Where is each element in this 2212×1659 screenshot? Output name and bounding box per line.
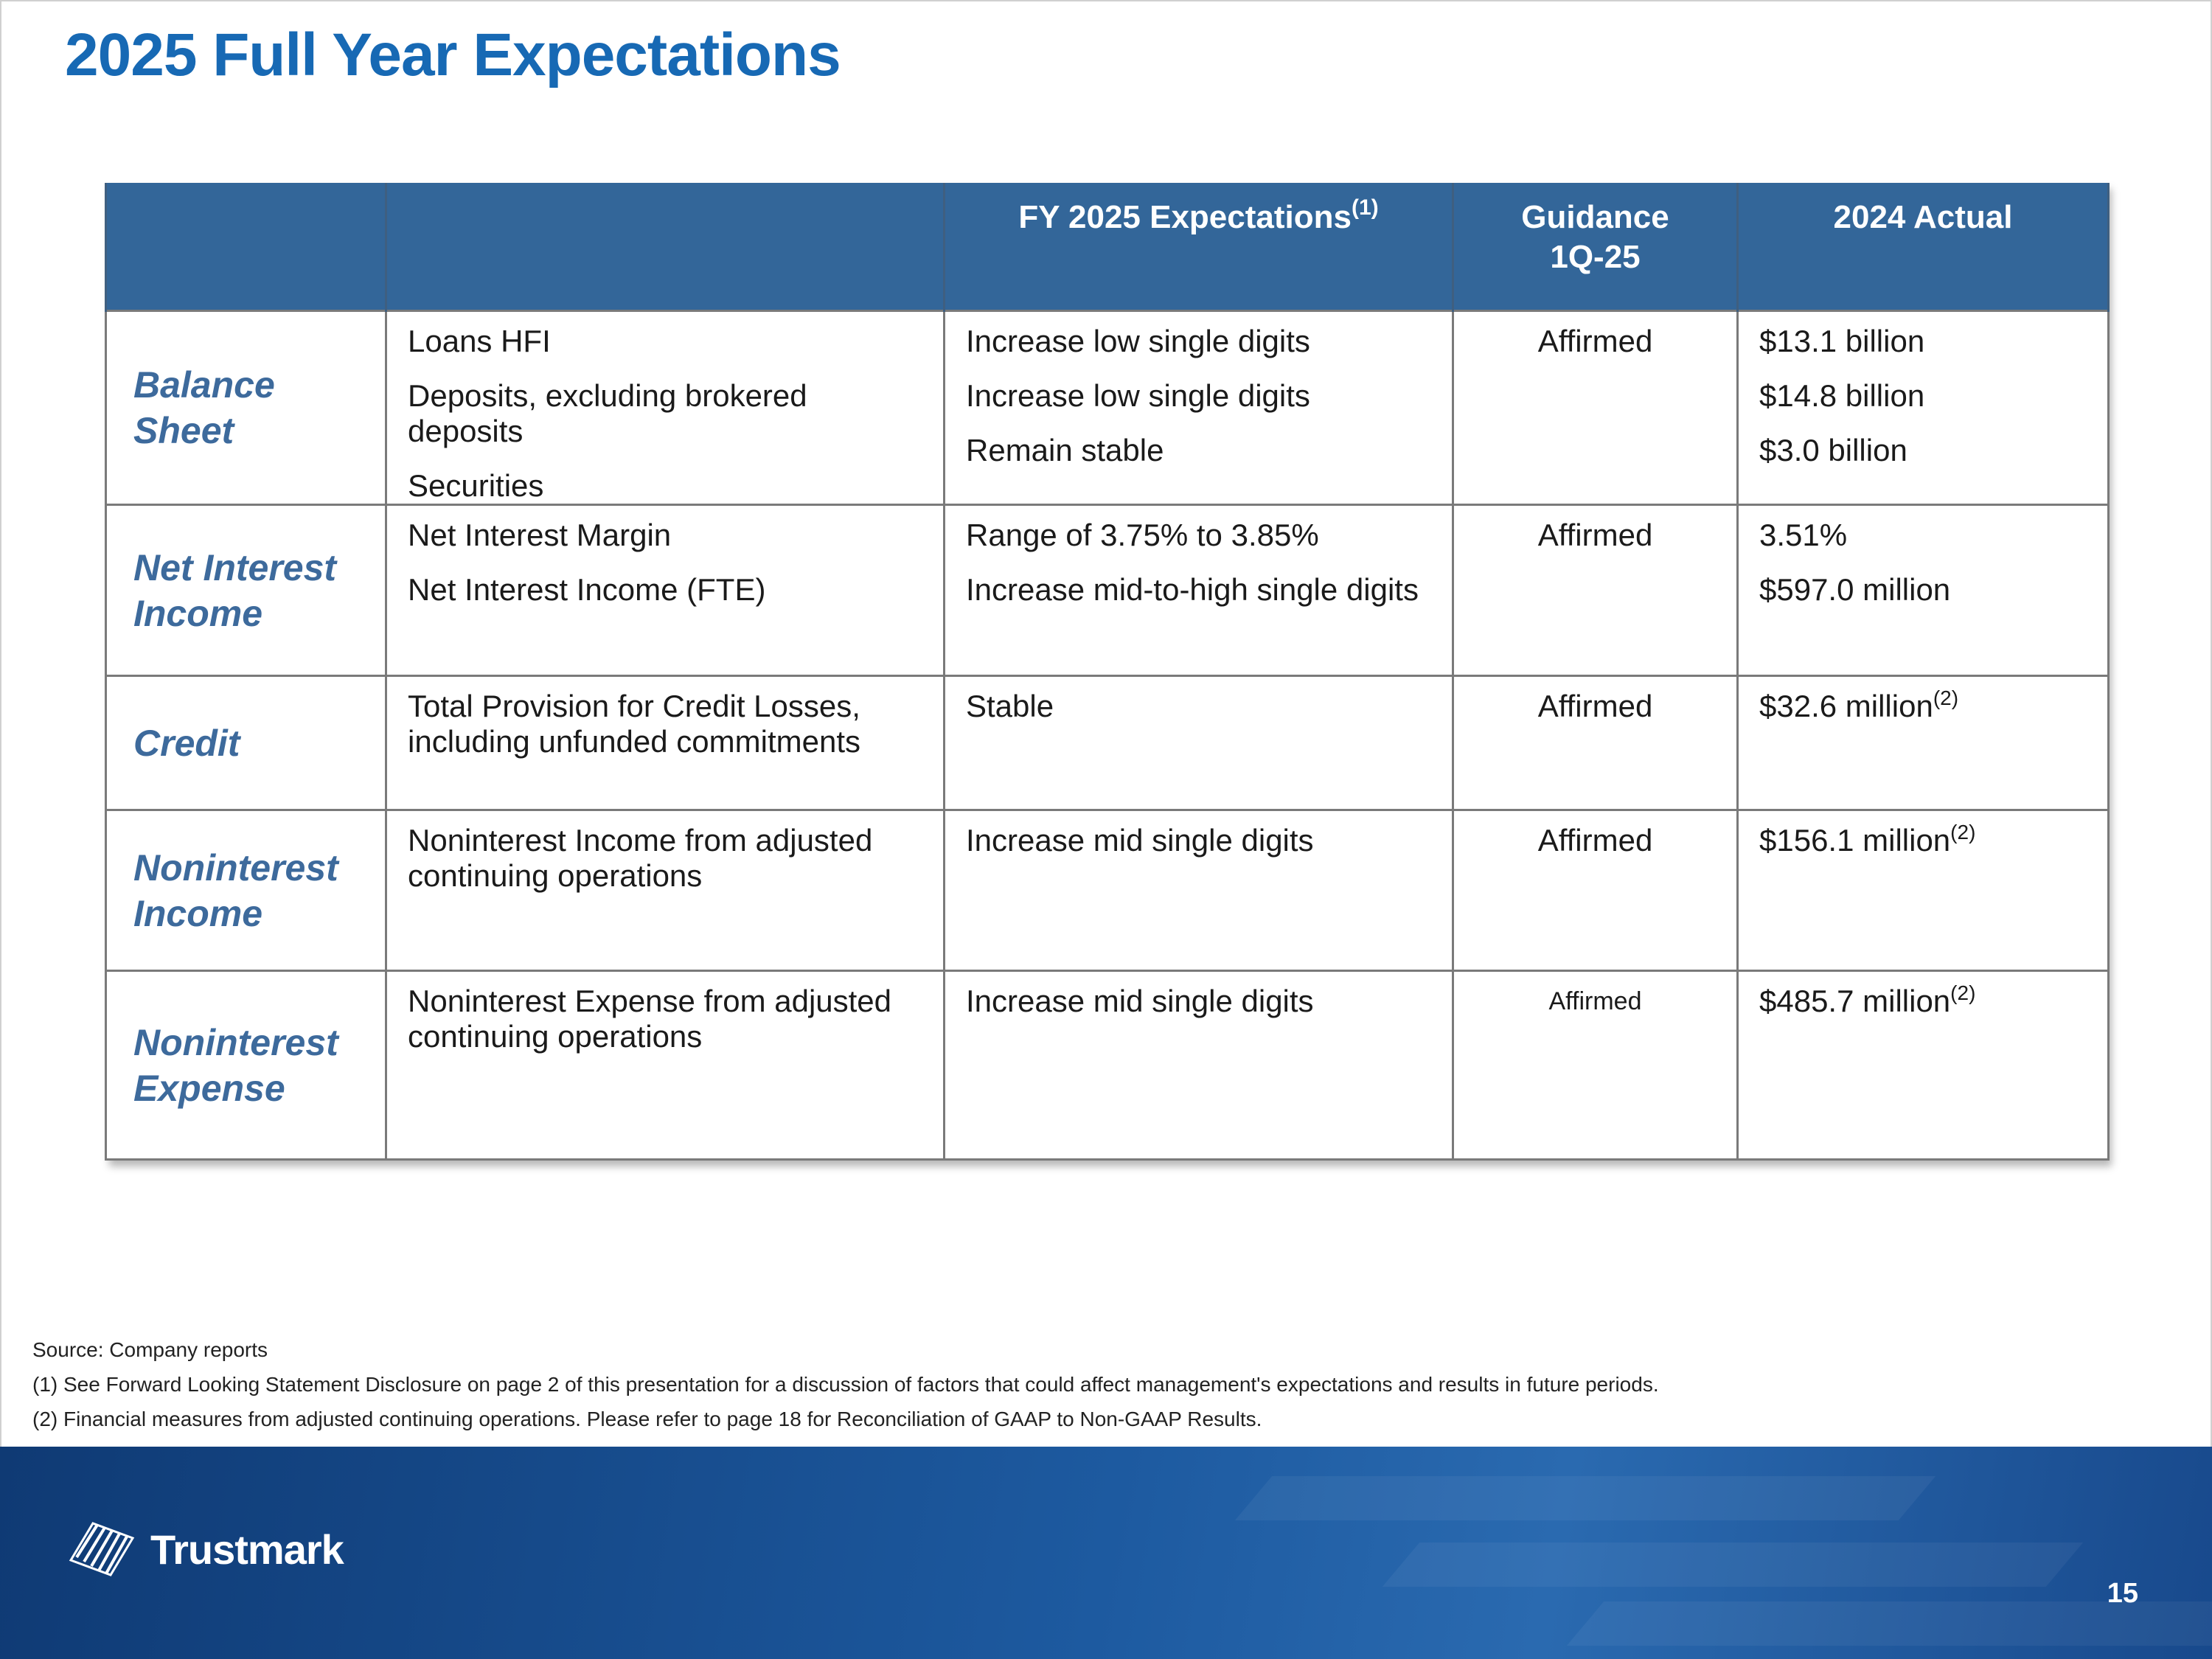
expectation-item: Increase mid-to-high single digits <box>966 572 1419 607</box>
actual-item: $597.0 million <box>1759 572 1951 607</box>
footnote-2: (2) Financial measures from adjusted con… <box>32 1408 1262 1430</box>
actual-cell: $32.6 million(2) <box>1736 675 2110 811</box>
header-guidance: Guidance 1Q-25 <box>1452 183 1739 311</box>
section-label-noninterest-income: Noninterest Income <box>105 809 387 972</box>
actual-cell: 3.51% $597.0 million <box>1736 504 2110 677</box>
section-label-line2: Income <box>133 892 263 934</box>
actual-value: $32.6 million <box>1759 689 1933 723</box>
header-fy2025-label: FY 2025 Expectations <box>1018 199 1352 235</box>
actual-item: $13.1 billion <box>1759 324 1925 358</box>
metric-line2: continuing operations <box>408 1019 703 1054</box>
header-guidance-line2: 1Q-25 <box>1550 239 1641 275</box>
section-label-credit: Credit <box>105 675 387 811</box>
header-section <box>105 183 387 311</box>
header-2024-actual: 2024 Actual <box>1736 183 2110 311</box>
actual-item: $3.0 billion <box>1759 433 1907 467</box>
metric-item: Deposits, excluding brokered deposits <box>408 378 807 448</box>
expectation-item: Increase low single digits <box>966 378 1310 413</box>
section-label-net-interest-income: Net Interest Income <box>105 504 387 677</box>
table-row-noninterest-expense: Noninterest Expense Noninterest Expense … <box>105 970 2110 1161</box>
actual-item: 3.51% <box>1759 518 1848 552</box>
expectations-table: FY 2025 Expectations(1) Guidance 1Q-25 20… <box>105 183 2110 1161</box>
metric-cell: Loans HFI Deposits, excluding brokered d… <box>385 310 945 506</box>
section-label-noninterest-expense: Noninterest Expense <box>105 970 387 1161</box>
metric-line1: Noninterest Income from adjusted <box>408 823 873 858</box>
expectation-cell: Stable <box>943 675 1454 811</box>
section-label-line1: Net Interest <box>133 546 337 588</box>
footer-banner: Trustmark 15 <box>0 1447 2212 1659</box>
actual-footnote: (2) <box>1950 981 1976 1004</box>
section-label-line2: Income <box>133 592 263 634</box>
metric-line2: including unfunded commitments <box>408 724 861 759</box>
expectations-table-container: FY 2025 Expectations(1) Guidance 1Q-25 20… <box>105 183 2110 1161</box>
metric-item: Securities <box>408 468 544 503</box>
trustmark-logo: Trustmark <box>63 1516 344 1582</box>
section-label-balance-sheet: Balance Sheet <box>105 310 387 506</box>
metric-item: Net Interest Margin <box>408 518 672 552</box>
footer-decor-stripe <box>1234 1476 1936 1520</box>
metric-cell: Net Interest Margin Net Interest Income … <box>385 504 945 677</box>
footnote-1: (1) See Forward Looking Statement Disclo… <box>32 1373 1659 1396</box>
section-label-line1: Noninterest <box>133 1021 338 1063</box>
footnote-source: Source: Company reports <box>32 1338 268 1361</box>
footnotes: Source: Company reports (1) See Forward … <box>32 1338 1659 1442</box>
actual-footnote: (2) <box>1950 821 1976 844</box>
guidance-cell: Affirmed <box>1452 970 1739 1161</box>
header-metric <box>385 183 945 311</box>
expectation-cell: Increase mid single digits <box>943 809 1454 972</box>
table-row-balance-sheet: Balance Sheet Loans HFI Deposits, exclud… <box>105 310 2110 506</box>
footer-decor-stripe <box>1382 1543 2084 1587</box>
metric-line1: Total Provision for Credit Losses, <box>408 689 860 723</box>
expectation-item: Range of 3.75% to 3.85% <box>966 518 1319 552</box>
table-row-noninterest-income: Noninterest Income Noninterest Income fr… <box>105 809 2110 972</box>
logo-text: Trustmark <box>150 1526 344 1573</box>
table-row-credit: Credit Total Provision for Credit Losses… <box>105 675 2110 811</box>
actual-value: $156.1 million <box>1759 823 1951 858</box>
section-label-line1: Credit <box>133 722 240 764</box>
guidance-cell: Affirmed <box>1452 675 1739 811</box>
actual-cell: $13.1 billion $14.8 billion $3.0 billion <box>1736 310 2110 506</box>
expectation-cell: Range of 3.75% to 3.85% Increase mid-to-… <box>943 504 1454 677</box>
actual-footnote: (2) <box>1933 686 1959 709</box>
actual-cell: $156.1 million(2) <box>1736 809 2110 972</box>
metric-item: Loans HFI <box>408 324 551 358</box>
metric-cell: Noninterest Expense from adjusted contin… <box>385 970 945 1161</box>
metric-line1: Noninterest Expense from adjusted <box>408 984 892 1018</box>
metric-cell: Total Provision for Credit Losses, inclu… <box>385 675 945 811</box>
table-header-row: FY 2025 Expectations(1) Guidance 1Q-25 20… <box>105 183 2110 311</box>
actual-value: $485.7 million <box>1759 984 1951 1018</box>
section-label-line2: Expense <box>133 1067 285 1109</box>
table-row-net-interest-income: Net Interest Income Net Interest Margin … <box>105 504 2110 677</box>
expectation-item: Remain stable <box>966 433 1164 467</box>
header-fy2025-expectations: FY 2025 Expectations(1) <box>943 183 1454 311</box>
metric-cell: Noninterest Income from adjusted continu… <box>385 809 945 972</box>
trustmark-logo-icon <box>69 1522 135 1576</box>
page-number: 15 <box>2107 1578 2138 1609</box>
guidance-cell: Affirmed <box>1452 504 1739 677</box>
expectation-cell: Increase low single digits Increase low … <box>943 310 1454 506</box>
section-label-line1: Noninterest <box>133 846 338 888</box>
guidance-cell: Affirmed <box>1452 310 1739 506</box>
actual-item: $14.8 billion <box>1759 378 1925 413</box>
expectation-item: Increase low single digits <box>966 324 1310 358</box>
header-fy2025-footnote: (1) <box>1351 195 1379 220</box>
guidance-cell: Affirmed <box>1452 809 1739 972</box>
expectation-cell: Increase mid single digits <box>943 970 1454 1161</box>
metric-line2: continuing operations <box>408 858 703 893</box>
page-title: 2025 Full Year Expectations <box>65 21 841 88</box>
section-label-line1: Balance Sheet <box>133 364 275 451</box>
header-guidance-line1: Guidance <box>1521 199 1669 235</box>
actual-cell: $485.7 million(2) <box>1736 970 2110 1161</box>
metric-item: Net Interest Income (FTE) <box>408 572 766 607</box>
